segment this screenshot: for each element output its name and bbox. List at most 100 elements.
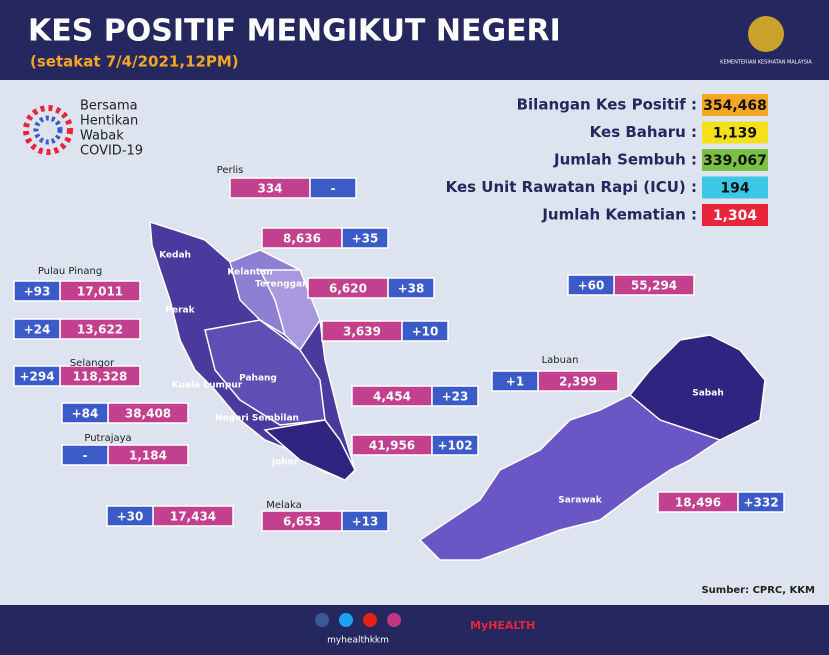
state-name: Pulau Pinang xyxy=(38,266,102,277)
summary-label: Jumlah Kematian : xyxy=(541,206,697,224)
state-name: Putrajaya xyxy=(84,433,131,444)
state-name: Perak xyxy=(165,306,195,316)
new-value: +30 xyxy=(117,510,144,524)
new-value: +102 xyxy=(437,439,472,453)
total-value: 17,434 xyxy=(170,510,216,524)
total-value: 6,620 xyxy=(329,282,367,296)
new-box xyxy=(61,402,109,424)
summary-label: Kes Unit Rawatan Rapi (ICU) : xyxy=(446,178,697,196)
campaign-line: Wabak xyxy=(80,129,124,144)
state-name: Kuala Lumpur xyxy=(172,381,243,391)
summary-value: 354,468 xyxy=(703,98,767,114)
total-value: 2,399 xyxy=(559,375,597,389)
new-box xyxy=(387,277,435,299)
facebook-icon xyxy=(315,613,329,627)
state-name: Kedah xyxy=(159,251,191,261)
footer-handle: myhealthkkm xyxy=(327,636,389,646)
logo-ring xyxy=(33,115,63,145)
youtube-icon xyxy=(363,613,377,627)
total-value: 41,956 xyxy=(369,439,415,453)
new-value: - xyxy=(83,449,88,463)
new-box xyxy=(13,318,61,340)
summary-value: 1,304 xyxy=(713,208,758,224)
total-value: 4,454 xyxy=(373,390,411,404)
source: Sumber: CPRC, KKM xyxy=(701,585,815,596)
total-value: 55,294 xyxy=(631,279,677,293)
summary-label: Bilangan Kes Positif : xyxy=(517,96,697,114)
johor-region xyxy=(263,419,356,481)
state-name: Labuan xyxy=(542,355,579,366)
new-value: +1 xyxy=(506,375,524,389)
new-value: +10 xyxy=(412,325,439,339)
total-value: 38,408 xyxy=(125,407,171,421)
sabah-region xyxy=(628,334,766,441)
total-value: 6,653 xyxy=(283,515,321,529)
new-box xyxy=(61,444,109,466)
summary-value: 339,067 xyxy=(703,153,767,169)
title: KES POSITIF MENGIKUT NEGERI xyxy=(28,14,561,49)
campaign-line: COVID-19 xyxy=(80,144,143,159)
new-value: +13 xyxy=(352,515,379,529)
state-name: Sabah xyxy=(692,389,723,399)
summary-value-box xyxy=(702,204,768,226)
state-name: Perlis xyxy=(217,165,244,176)
new-box xyxy=(341,510,389,532)
total-value: 8,636 xyxy=(283,232,321,246)
state-name: Melaka xyxy=(266,500,301,511)
subtitle: (setakat 7/4/2021,12PM) xyxy=(30,53,239,71)
total-value: 118,328 xyxy=(73,370,128,384)
summary: Bilangan Kes Positif : 354,468 Kes Baharu … xyxy=(446,94,768,226)
new-value: - xyxy=(331,182,336,196)
state-name: Pahang xyxy=(239,374,277,384)
campaign-line: Bersama xyxy=(80,99,138,114)
footer-band xyxy=(0,605,829,655)
new-box xyxy=(106,505,154,527)
new-box xyxy=(13,280,61,302)
new-box xyxy=(401,320,449,342)
new-value: +24 xyxy=(24,323,51,337)
state-name: Sarawak xyxy=(558,496,602,506)
new-box xyxy=(491,370,539,392)
summary-value: 1,139 xyxy=(713,126,757,142)
new-box xyxy=(737,491,785,513)
total-value: 3,639 xyxy=(343,325,381,339)
state-boxes: 334 - Perlis 8,636 +35 Kedah 17,011 +93 Pulau Pi… xyxy=(13,165,785,532)
state-name: Negeri Sembilan xyxy=(215,414,299,424)
new-value: +332 xyxy=(743,496,778,510)
footer-brand: MyHEALTH xyxy=(470,619,535,632)
total-value: 1,184 xyxy=(129,449,167,463)
new-value: +93 xyxy=(24,285,51,299)
campaign-logo xyxy=(23,105,73,155)
new-value: +23 xyxy=(442,390,469,404)
new-box xyxy=(309,177,357,199)
new-value: +38 xyxy=(398,282,425,296)
new-value: +35 xyxy=(352,232,379,246)
instagram-icon xyxy=(387,613,401,627)
ministry: KEMENTERIAN KESIHATAN MALAYSIA xyxy=(720,60,812,66)
twitter-icon xyxy=(339,613,353,627)
state-name: Kelantan xyxy=(227,268,272,278)
summary-value-box xyxy=(702,176,768,199)
new-box xyxy=(431,434,479,456)
state-name: Selangor xyxy=(70,358,115,369)
logo-ring xyxy=(23,105,73,155)
summary-label: Jumlah Sembuh : xyxy=(553,151,697,169)
new-value: +294 xyxy=(19,370,54,384)
campaign-line: Hentikan xyxy=(80,114,138,129)
summary-value-box xyxy=(702,149,768,171)
new-value: +60 xyxy=(578,279,605,293)
new-box xyxy=(567,274,615,296)
summary-value-box xyxy=(702,121,768,144)
new-value: +84 xyxy=(72,407,99,421)
state-name: Johor xyxy=(271,458,299,468)
total-value: 17,011 xyxy=(77,285,123,299)
summary-value-box xyxy=(702,94,768,116)
new-box xyxy=(431,385,479,407)
header-band xyxy=(0,0,829,80)
new-box xyxy=(341,227,389,249)
state-name: Terengganu xyxy=(255,280,315,290)
total-value: 334 xyxy=(257,182,282,196)
summary-label: Kes Baharu : xyxy=(590,123,697,141)
